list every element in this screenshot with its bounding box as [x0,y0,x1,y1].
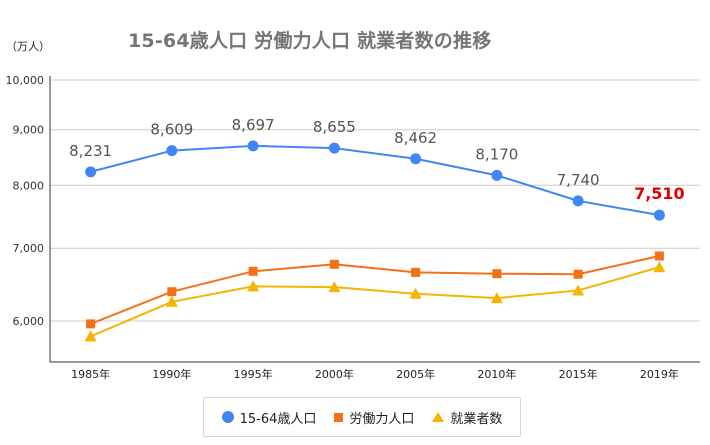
data-point-circle [247,140,259,152]
data-label: 8,609 [150,121,193,139]
x-tick-label: 2015年 [559,367,598,381]
x-tick-label: 2010年 [477,367,516,381]
data-label: 8,170 [475,145,518,163]
data-label: 7,510 [634,184,685,203]
data-point-triangle [490,292,503,304]
data-point-circle [491,169,503,181]
data-point-square [654,251,664,261]
y-tick-label: 6,000 [13,315,45,328]
data-point-circle [166,145,178,157]
data-point-circle [85,166,97,178]
legend-item-population[interactable]: 15-64歳人口 [221,408,317,427]
data-point-circle [653,209,665,221]
y-tick-label: 10,000 [6,74,45,87]
data-point-square [329,259,339,269]
data-label: 8,655 [313,118,356,136]
chart-title: 15-64歳人口 労働力人口 就業者数の推移 [128,30,492,52]
y-axis-unit: （万人） [6,40,50,53]
circle-marker-icon [221,411,234,423]
legend-item-labor-force[interactable]: 労働力人口 [334,408,414,427]
data-label: 8,231 [69,142,112,160]
data-label: 7,740 [557,171,600,189]
data-point-triangle [328,281,341,293]
data-point-triangle [572,284,585,296]
data-point-square [573,269,583,279]
data-point-square [411,267,421,277]
data-label: 8,697 [232,116,275,134]
data-point-triangle [653,261,666,273]
series-line [90,255,660,325]
data-point-triangle [84,330,97,342]
data-label: 8,462 [394,129,437,147]
data-point-triangle [409,287,422,299]
triangle-marker-icon [432,412,445,422]
data-point-square [167,287,177,297]
series-line [90,144,660,217]
legend-label: 労働力人口 [349,411,415,427]
data-point-circle [328,142,340,154]
legend-item-employed[interactable]: 就業者数 [432,408,502,427]
y-tick-label: 9,000 [13,124,45,137]
square-marker-icon [334,412,344,422]
y-tick-label: 7,000 [13,242,45,255]
data-point-square [492,269,502,279]
data-point-square [86,319,96,329]
x-tick-label: 2019年 [640,367,679,381]
x-tick-label: 1985年 [71,367,110,381]
data-point-triangle [165,295,178,307]
x-tick-label: 2000年 [315,367,354,381]
x-tick-label: 2005年 [396,367,435,381]
legend-label: 就業者数 [450,411,503,427]
data-point-square [248,266,258,276]
x-tick-label: 1990年 [152,367,191,381]
data-point-circle [572,195,584,207]
legend-label: 15-64歳人口 [239,411,317,427]
data-point-triangle [247,280,260,292]
x-tick-label: 1995年 [234,367,273,381]
legend: 15-64歳人口 労働力人口 就業者数 [203,397,521,437]
series-line [90,266,660,338]
data-point-circle [410,153,422,165]
y-tick-label: 8,000 [13,179,45,192]
